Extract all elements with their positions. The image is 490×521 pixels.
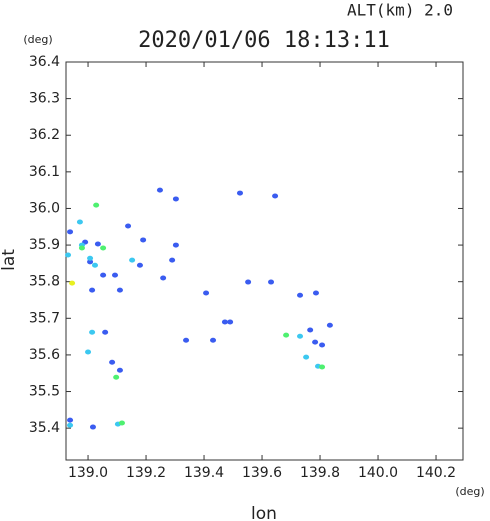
echo-point [76,219,83,225]
echo-point [172,242,179,248]
echo-point [203,290,210,296]
echo-point [69,280,76,286]
echo-point [67,422,74,428]
altitude-label: ALT(km) 2.0 [347,1,453,20]
y-tick-label: 35.8 [29,274,60,290]
echo-point [326,322,333,328]
y-tick-label: 36.3 [29,91,60,107]
echo-point [93,202,100,208]
y-tick-label: 36.0 [29,200,60,216]
chart-title: 2020/01/06 18:13:11 [138,28,390,53]
echo-point [112,272,119,278]
echo-point [312,290,319,296]
echo-point [87,255,94,261]
echo-point [125,223,132,229]
echo-point [156,187,163,193]
echo-point [245,279,252,285]
echo-point [65,252,72,258]
x-tick-label: 139.6 [242,465,282,481]
y-tick-label: 35.7 [29,310,60,326]
x-tick-label: 139.0 [68,465,108,481]
echo-point [236,190,243,196]
y-tick-label: 35.4 [29,420,60,436]
echo-point [89,287,96,293]
echo-point [89,424,96,430]
echo-point [169,257,176,263]
echo-point [87,259,94,265]
echo-point [89,329,96,335]
echo-point [136,262,143,268]
y-tick-label: 36.2 [29,127,60,143]
echo-point [78,245,85,251]
x-tick-label: 140.0 [358,465,398,481]
echo-point [221,319,228,325]
y-tick-label: 36.4 [29,54,60,70]
echo-point [272,193,279,199]
echo-point [100,272,107,278]
echo-point [297,333,304,339]
x-tick-label: 140.2 [416,465,456,481]
echo-point [67,229,74,235]
echo-point [91,262,98,268]
y-unit: (deg) [23,33,52,46]
echo-point [129,257,136,263]
echo-point [303,354,310,360]
echo-point [312,339,319,345]
echo-point [100,245,107,251]
echo-point [67,417,74,423]
echo-point [85,349,92,355]
x-tick-label: 139.8 [300,465,340,481]
echo-point [113,374,120,380]
echo-point [307,327,314,333]
y-axis-label: lat [0,249,19,271]
echo-point [102,329,109,335]
y-tick-label: 35.6 [29,347,60,363]
echo-point [94,241,101,247]
echo-point [116,367,123,373]
x-tick-label: 139.4 [184,465,224,481]
plot-frame [65,61,464,461]
echo-point [283,332,290,338]
x-axis-label: lon [251,504,277,521]
echo-point [210,337,217,343]
echo-point [319,342,326,348]
echo-point [109,359,116,365]
y-tick-label: 35.5 [29,384,60,400]
x-unit: (deg) [455,485,484,498]
y-tick-label: 36.1 [29,164,60,180]
echo-point [227,319,234,325]
y-tick-label: 35.9 [29,237,60,253]
echo-point [118,420,125,426]
echo-point [183,337,190,343]
echo-point [268,279,275,285]
echo-point [172,196,179,202]
echo-point [160,275,167,281]
x-tick-label: 139.2 [126,465,166,481]
echo-point [140,237,147,243]
echo-point [297,292,304,298]
echo-point [319,364,326,370]
echo-point [116,287,123,293]
